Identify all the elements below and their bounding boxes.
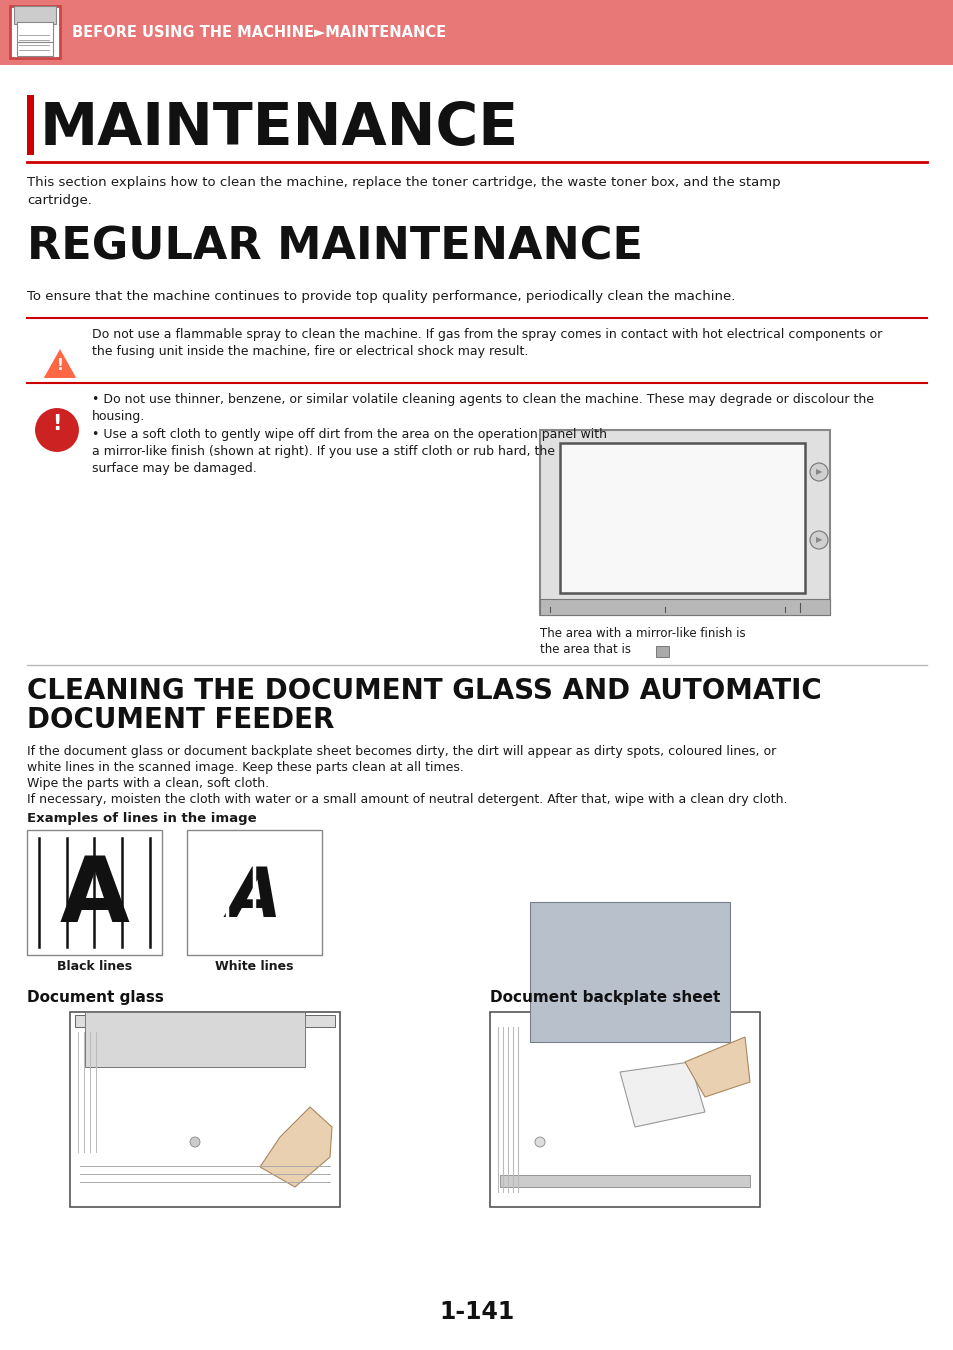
Text: Black lines: Black lines xyxy=(57,960,132,973)
Polygon shape xyxy=(684,1037,749,1098)
Text: Wipe the parts with a clean, soft cloth.: Wipe the parts with a clean, soft cloth. xyxy=(27,778,269,790)
Bar xyxy=(27,830,162,954)
Text: If necessary, moisten the cloth with water or a small amount of neutral detergen: If necessary, moisten the cloth with wat… xyxy=(27,792,786,806)
Bar xyxy=(14,5,56,24)
Text: 1-141: 1-141 xyxy=(439,1300,514,1324)
Bar xyxy=(490,1012,760,1207)
Text: white lines in the scanned image. Keep these parts clean at all times.: white lines in the scanned image. Keep t… xyxy=(27,761,463,774)
Text: DOCUMENT FEEDER: DOCUMENT FEEDER xyxy=(27,706,334,734)
Circle shape xyxy=(809,531,827,549)
Text: Document glass: Document glass xyxy=(27,990,164,1004)
Text: !: ! xyxy=(52,414,62,433)
Polygon shape xyxy=(260,1107,332,1187)
Text: To ensure that the machine continues to provide top quality performance, periodi: To ensure that the machine continues to … xyxy=(27,290,735,302)
Text: ▶: ▶ xyxy=(815,467,821,477)
Bar xyxy=(75,1015,335,1027)
Bar xyxy=(559,443,804,593)
Bar xyxy=(17,42,53,55)
Bar xyxy=(0,0,953,65)
Bar xyxy=(85,1012,305,1066)
Text: If the document glass or document backplate sheet becomes dirty, the dirt will a: If the document glass or document backpl… xyxy=(27,745,776,757)
Polygon shape xyxy=(619,1062,704,1127)
Text: !: ! xyxy=(56,358,63,373)
Bar xyxy=(27,95,34,155)
Bar xyxy=(539,599,829,616)
Text: the fusing unit inside the machine, fire or electrical shock may result.: the fusing unit inside the machine, fire… xyxy=(91,346,528,358)
Text: • Use a soft cloth to gently wipe off dirt from the area on the operation panel : • Use a soft cloth to gently wipe off di… xyxy=(91,428,606,441)
Text: MAINTENANCE: MAINTENANCE xyxy=(40,100,518,157)
Text: ▶: ▶ xyxy=(815,536,821,544)
Text: Do not use a flammable spray to clean the machine. If gas from the spray comes i: Do not use a flammable spray to clean th… xyxy=(91,328,882,342)
Bar xyxy=(17,22,53,42)
Text: White lines: White lines xyxy=(215,960,294,973)
Polygon shape xyxy=(42,347,78,379)
Text: cartridge.: cartridge. xyxy=(27,194,91,207)
Text: • Do not use thinner, benzene, or similar volatile cleaning agents to clean the : • Do not use thinner, benzene, or simila… xyxy=(91,393,873,406)
Text: The area with a mirror-like finish is: The area with a mirror-like finish is xyxy=(539,626,745,640)
Text: A: A xyxy=(59,853,130,941)
Bar xyxy=(10,5,60,58)
Text: the area that is: the area that is xyxy=(539,643,630,656)
Bar xyxy=(187,830,322,954)
Bar xyxy=(70,1012,339,1207)
Bar xyxy=(499,1174,749,1187)
Bar xyxy=(656,647,668,657)
Text: Examples of lines in the image: Examples of lines in the image xyxy=(27,811,256,825)
Circle shape xyxy=(34,406,80,454)
Text: a mirror-like finish (shown at right). If you use a stiff cloth or rub hard, the: a mirror-like finish (shown at right). I… xyxy=(91,446,555,458)
Bar xyxy=(539,431,829,616)
Text: This section explains how to clean the machine, replace the toner cartridge, the: This section explains how to clean the m… xyxy=(27,176,780,189)
Circle shape xyxy=(809,463,827,481)
Circle shape xyxy=(535,1137,544,1148)
Circle shape xyxy=(190,1137,200,1148)
Text: REGULAR MAINTENANCE: REGULAR MAINTENANCE xyxy=(27,225,642,269)
Bar xyxy=(530,902,729,1042)
Text: surface may be damaged.: surface may be damaged. xyxy=(91,462,256,475)
Text: Document backplate sheet: Document backplate sheet xyxy=(490,990,720,1004)
Text: BEFORE USING THE MACHINE►MAINTENANCE: BEFORE USING THE MACHINE►MAINTENANCE xyxy=(71,26,446,40)
Text: A: A xyxy=(228,864,281,931)
Text: housing.: housing. xyxy=(91,410,145,423)
Text: CLEANING THE DOCUMENT GLASS AND AUTOMATIC: CLEANING THE DOCUMENT GLASS AND AUTOMATI… xyxy=(27,676,821,705)
